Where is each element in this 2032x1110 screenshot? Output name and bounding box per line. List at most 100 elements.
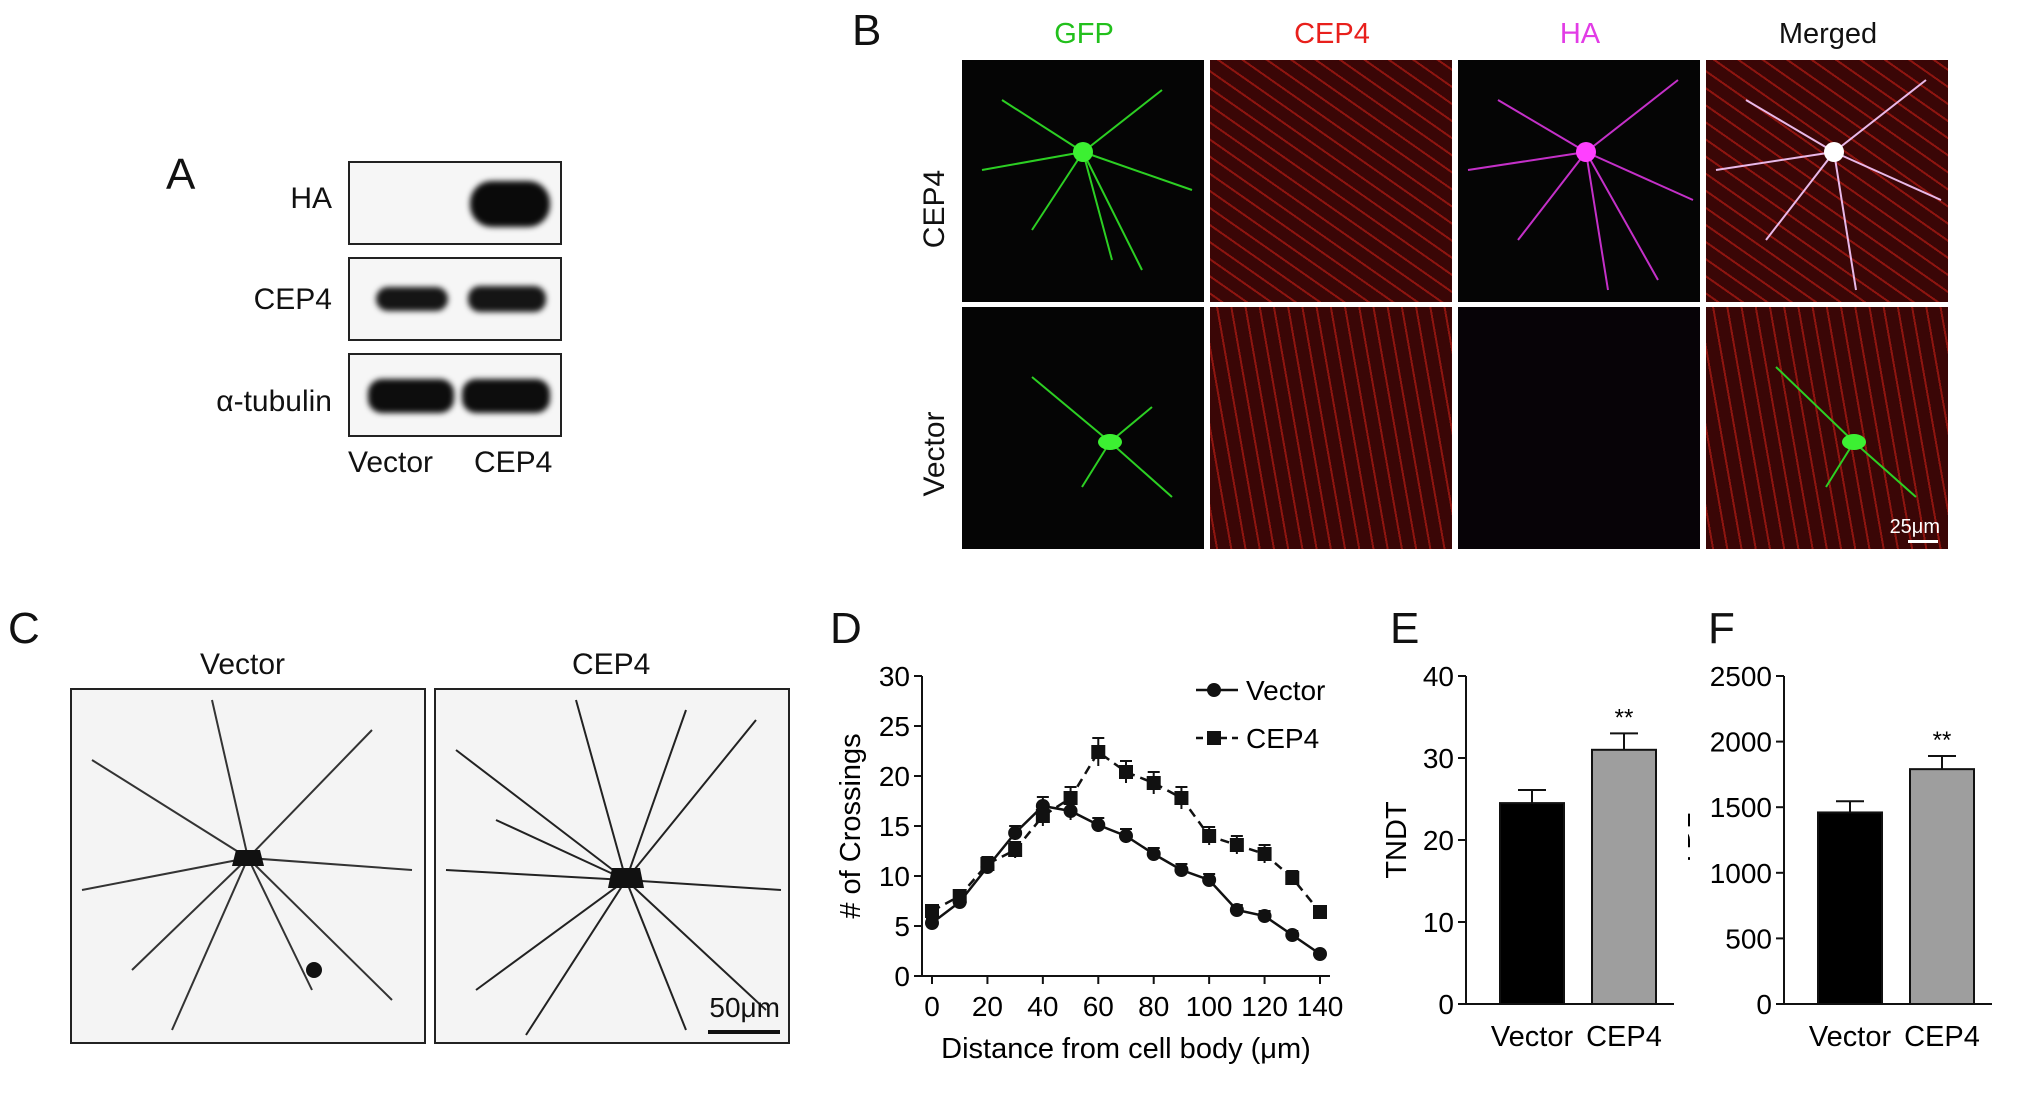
data-point — [1063, 804, 1078, 818]
y-tick-label: 1000 — [1710, 858, 1772, 889]
data-point — [1063, 791, 1078, 805]
blot-tubulin — [348, 353, 562, 437]
tdl-chart: 0 500 1000 1500 2000 2500 TDL Vector ** CEP4 — [1688, 661, 1992, 1053]
data-point — [925, 916, 939, 930]
x-tick-label: 40 — [1027, 991, 1058, 1022]
row-header-cep4: CEP4 — [918, 169, 951, 249]
lane-label-vector: Vector — [348, 446, 434, 479]
panel-c-letter: C — [8, 604, 40, 653]
data-point — [1285, 928, 1300, 942]
y-tick-label: 20 — [1423, 825, 1454, 856]
x-axis-label: Distance from cell body (μm) — [941, 1033, 1311, 1065]
series-line-cep4 — [931, 750, 1321, 913]
data-point — [1035, 809, 1050, 823]
x-tick-label: 0 — [924, 991, 940, 1022]
tndt-chart: 0 10 20 30 40 TNDT Vector ** CEP4 — [1381, 661, 1674, 1053]
x-tick-label: 20 — [972, 991, 1003, 1022]
data-point — [1229, 838, 1244, 852]
y-tick-label: 2000 — [1710, 727, 1772, 758]
neuron-image-cep4: 50μm — [434, 688, 790, 1044]
blot-label-cep4: CEP4 — [253, 283, 332, 316]
blot-ha — [348, 161, 562, 245]
y-tick-label: 0 — [1756, 989, 1772, 1020]
bar-cep4 — [1909, 768, 1975, 1005]
y-axis-label: TNDT — [1381, 801, 1413, 879]
data-point — [1174, 863, 1189, 877]
y-tick-label: 0 — [1438, 989, 1454, 1020]
neuron-drawing — [1775, 366, 1917, 498]
scale-bar — [708, 1030, 780, 1034]
y-tick-label: 5 — [894, 911, 910, 942]
panel-b-letter: B — [852, 6, 882, 55]
blot-label-ha: HA — [290, 182, 332, 215]
blot-band — [470, 181, 550, 227]
data-point — [1313, 947, 1327, 961]
column-header-merged: Merged — [1778, 18, 1878, 50]
data-point — [1091, 745, 1106, 759]
data-point — [1174, 791, 1189, 805]
crossings-chart: 0 5 10 15 20 25 30 0 20 40 60 80 100 120 140 Distance f… — [835, 661, 1344, 1065]
bar-cep4 — [1591, 748, 1657, 1005]
neuron-drawing — [1031, 376, 1173, 498]
bar-vector — [1499, 802, 1565, 1005]
x-tick-label: 140 — [1297, 991, 1344, 1022]
x-tick-label: 100 — [1186, 991, 1233, 1022]
row-header-vector: Vector — [918, 411, 951, 497]
data-point — [980, 857, 995, 871]
neuron-drawing — [981, 89, 1193, 271]
column-header-ha: HA — [1559, 18, 1601, 50]
y-tick-label: 40 — [1423, 661, 1454, 692]
x-tick-label: CEP4 — [1904, 1021, 1980, 1053]
x-tick-label: 60 — [1083, 991, 1114, 1022]
image-label-cep4: CEP4 — [572, 648, 651, 681]
scale-bar-label: 50μm — [709, 992, 780, 1023]
y-tick-label: 2500 — [1710, 661, 1772, 692]
blot-band — [468, 286, 546, 312]
x-tick-label: Vector — [1809, 1021, 1892, 1053]
micrograph-cep4-merged — [1706, 60, 1948, 302]
legend-label: Vector — [1246, 675, 1325, 706]
micrograph-vector-gfp — [962, 307, 1204, 549]
blot-label-tubulin: α-tubulin — [216, 385, 332, 418]
micrograph-cep4-gfp — [962, 60, 1204, 302]
y-tick-label: 15 — [879, 811, 910, 842]
data-point — [1008, 826, 1023, 840]
data-point — [1285, 871, 1300, 885]
blot-band — [462, 379, 550, 413]
x-tick-label: 120 — [1241, 991, 1288, 1022]
blot-cep4 — [348, 257, 562, 341]
y-tick-label: 30 — [879, 661, 910, 692]
panel-a-letter: A — [166, 150, 196, 199]
neuron-drawing — [1715, 79, 1942, 291]
micrograph-cep4-cep4 — [1210, 60, 1452, 302]
significance-mark: ** — [1933, 727, 1952, 754]
micrograph-vector-cep4 — [1210, 307, 1452, 549]
data-point — [1313, 905, 1327, 919]
lane-label-cep4: CEP4 — [474, 446, 553, 479]
micrograph-vector-merged: 25μm — [1706, 307, 1948, 549]
data-point — [1202, 829, 1217, 843]
blot-band — [376, 287, 448, 311]
y-tick-label: 10 — [879, 861, 910, 892]
panel-e-letter: E — [1390, 604, 1420, 653]
neuron-image-vector — [70, 688, 426, 1044]
legend-marker — [1207, 731, 1221, 745]
data-point — [1229, 903, 1244, 917]
data-point — [1091, 818, 1106, 832]
bar-vector — [1817, 811, 1883, 1005]
data-point — [952, 889, 967, 903]
data-point — [925, 904, 939, 918]
x-tick-label: CEP4 — [1586, 1021, 1662, 1053]
data-point — [1202, 873, 1217, 887]
y-tick-label: 10 — [1423, 907, 1454, 938]
neuron-drawing — [1467, 79, 1694, 291]
y-tick-label: 25 — [879, 711, 910, 742]
data-point — [1146, 776, 1161, 790]
y-axis-label: # of Crossings — [835, 733, 867, 918]
neuron-drawing — [81, 699, 413, 1031]
y-tick-label: 0 — [894, 961, 910, 992]
neuron-drawing — [445, 699, 782, 1036]
data-point — [1119, 765, 1133, 779]
blot-band — [368, 379, 454, 413]
data-point — [1008, 843, 1023, 857]
